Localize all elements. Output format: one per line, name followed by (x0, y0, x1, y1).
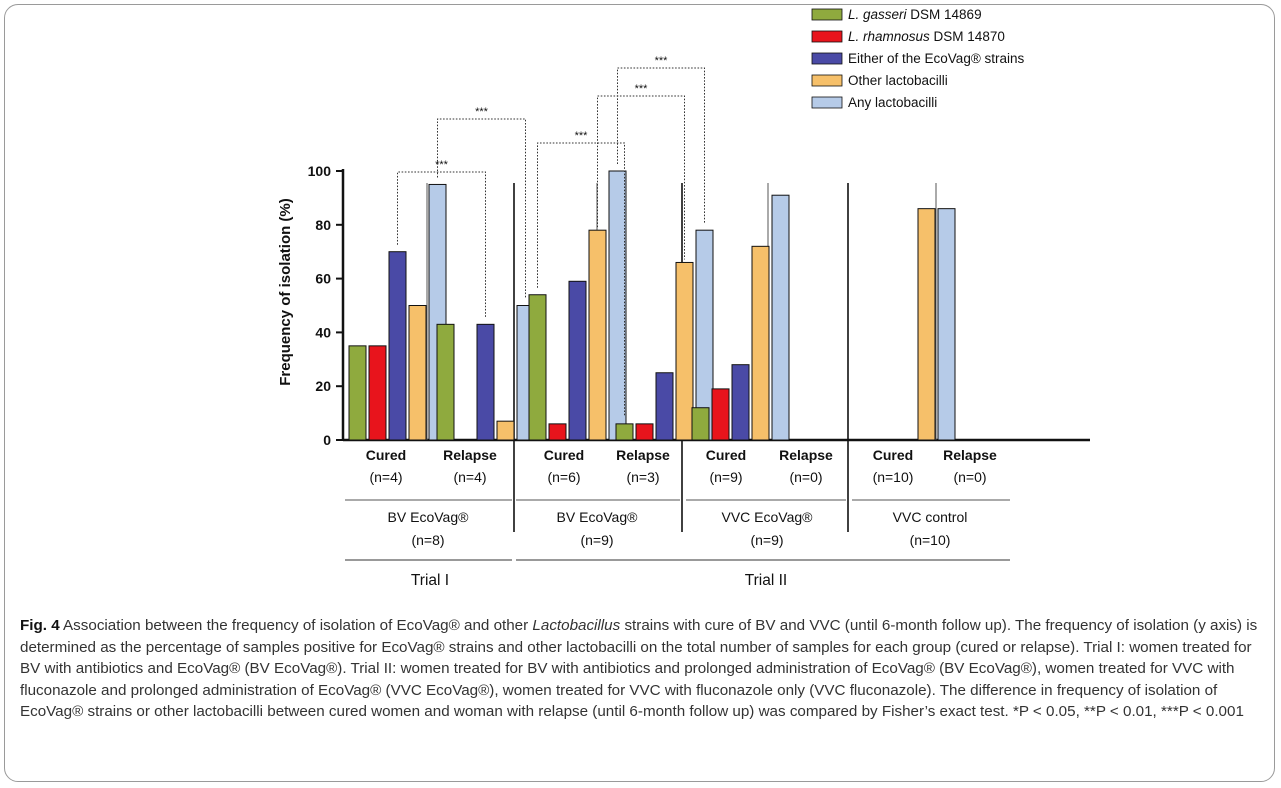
treatment-n-1: (n=9) (580, 532, 613, 548)
legend-swatch-2 (811, 52, 843, 65)
caption-fig-label: Fig. 4 (20, 617, 60, 634)
bar-g3-s2 (655, 372, 674, 441)
sig-bracket-3 (597, 95, 685, 260)
legend-swatch-1 (811, 30, 843, 43)
bar-chart: L. gasseri DSM 14869 L. rhamnosus DSM 148… (277, 7, 1090, 589)
y-tick-label-5: 100 (308, 163, 332, 179)
legend-label-1: L. rhamnosus DSM 14870 (848, 29, 1005, 44)
group-label-7: Relapse (943, 447, 997, 463)
sig-label-1: *** (475, 106, 489, 118)
trial-label-0: Trial I (411, 572, 449, 589)
treatment-n-0: (n=8) (411, 532, 444, 548)
group-label-0: Cured (366, 447, 406, 463)
treatment-label-2: VVC EcoVag® (722, 509, 814, 525)
bar-g6-s3 (917, 208, 936, 441)
caption-text-2: strains with cure of BV and VVC (until 6… (20, 617, 1258, 720)
group-n-0: (n=4) (369, 469, 402, 485)
sig-label-4: *** (655, 55, 669, 67)
sig-label-2: *** (575, 130, 589, 142)
figure-frame (4, 4, 1275, 782)
y-tick-label-3: 60 (315, 271, 331, 287)
group-label-3: Relapse (616, 447, 670, 463)
group-n-2: (n=6) (547, 469, 580, 485)
sig-label-3: *** (635, 83, 649, 95)
x-axis-labels: Cured (n=4) Relapse (n=4) Cured (n=6) Relapse (… (345, 447, 1010, 589)
bar-g6-s4 (937, 208, 956, 441)
bar-g1-s2 (476, 323, 495, 441)
figure-caption: Fig. 4 Association between the frequency… (20, 615, 1265, 723)
significance-brackets: *** *** *** *** *** (397, 55, 705, 417)
bar-g4-s1 (711, 388, 730, 441)
bar-g4-s0 (691, 407, 710, 441)
treatment-label-3: VVC control (893, 509, 968, 525)
legend-swatch-0 (811, 8, 843, 21)
legend-label-0: L. gasseri DSM 14869 (848, 7, 982, 22)
bar-g2-s3 (588, 229, 607, 441)
bar-g1-s3 (496, 420, 515, 441)
y-tick-label-1: 20 (315, 378, 331, 394)
bar-g1-s0 (436, 323, 455, 441)
sig-bracket-1 (437, 118, 526, 299)
group-n-6: (n=10) (873, 469, 914, 485)
y-tick-label-0: 0 (323, 432, 331, 448)
group-n-1: (n=4) (453, 469, 486, 485)
group-label-4: Cured (706, 447, 746, 463)
bar-g4-s4 (771, 194, 790, 441)
bar-g0-s0 (348, 345, 367, 441)
group-label-5: Relapse (779, 447, 833, 463)
bar-g2-s1 (548, 423, 567, 441)
group-label-6: Cured (873, 447, 913, 463)
legend-label-2: Either of the EcoVag® strains (848, 51, 1025, 66)
group-label-2: Cured (544, 447, 584, 463)
bar-g3-s0 (615, 423, 634, 441)
bars (348, 170, 956, 441)
bar-g4-s2 (731, 364, 750, 441)
bar-g3-s1 (635, 423, 654, 441)
sig-bracket-0 (397, 171, 486, 318)
bar-g0-s1 (368, 345, 387, 441)
group-n-4: (n=9) (709, 469, 742, 485)
bar-g0-s3 (408, 305, 427, 441)
sig-bracket-4 (617, 67, 705, 224)
bar-g2-s4 (608, 170, 627, 441)
group-n-5: (n=0) (789, 469, 822, 485)
bar-g2-s0 (528, 294, 547, 441)
caption-text-1: Association between the frequency of iso… (59, 617, 533, 634)
chart-legend: L. gasseri DSM 14869 L. rhamnosus DSM 148… (811, 7, 1025, 110)
sig-bracket-2 (537, 142, 625, 417)
legend-label-4: Any lactobacilli (848, 95, 937, 110)
y-axis-label: Frequency of isolation (%) (277, 198, 294, 386)
group-n-3: (n=3) (626, 469, 659, 485)
treatment-label-1: BV EcoVag® (557, 509, 639, 525)
y-tick-label-4: 80 (315, 217, 331, 233)
bar-g4-s3 (751, 245, 770, 441)
trial-label-1: Trial II (745, 572, 787, 589)
caption-italic: Lactobacillus (532, 617, 621, 634)
bar-g3-s3 (675, 261, 694, 441)
group-label-1: Relapse (443, 447, 497, 463)
treatment-label-0: BV EcoVag® (388, 509, 470, 525)
y-tick-label-2: 40 (315, 324, 331, 340)
legend-swatch-4 (811, 96, 843, 109)
legend-swatch-3 (811, 74, 843, 87)
treatment-n-2: (n=9) (750, 532, 783, 548)
legend-label-3: Other lactobacilli (848, 73, 948, 88)
treatment-n-3: (n=10) (910, 532, 951, 548)
group-n-7: (n=0) (953, 469, 986, 485)
bar-g2-s2 (568, 280, 587, 441)
bar-g0-s2 (388, 251, 407, 441)
sig-label-0: *** (435, 159, 449, 171)
